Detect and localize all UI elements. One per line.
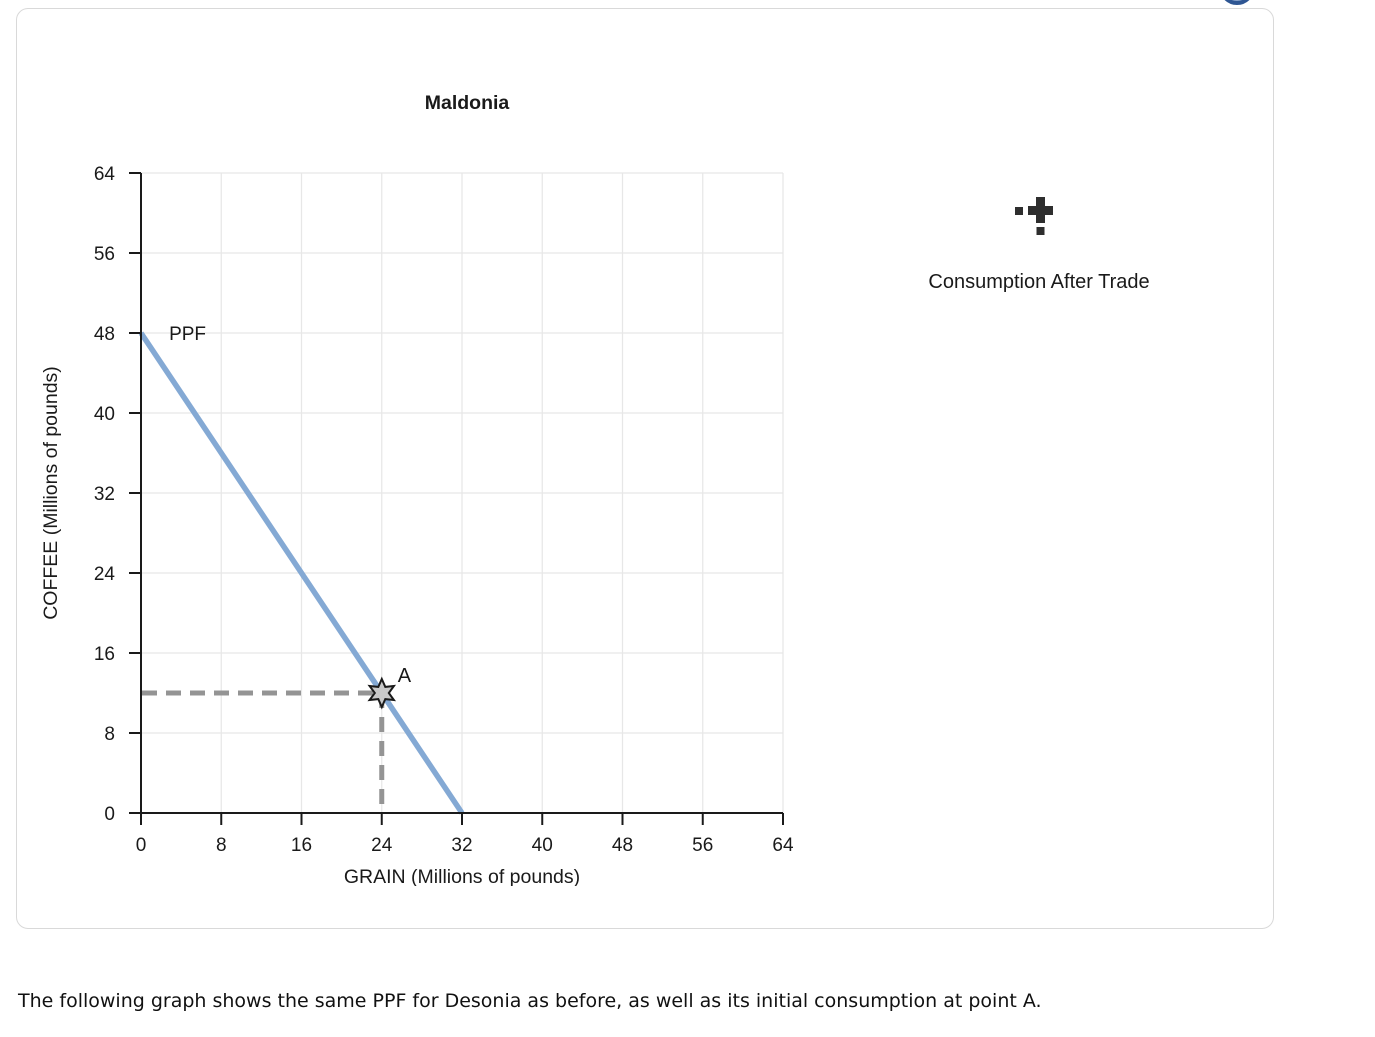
x-tick-label: 48: [612, 835, 633, 856]
y-tick-label: 48: [94, 324, 115, 345]
y-tick-label: 16: [94, 644, 115, 665]
y-tick-label: 64: [94, 164, 116, 185]
ppf-line: [138, 331, 465, 815]
x-tick-label: 0: [136, 835, 147, 856]
plus-icon-bottom-dash: [1036, 227, 1045, 235]
instruction-text: The following graph shows the same PPF f…: [18, 990, 1042, 1012]
x-axis-title: GRAIN (Millions of pounds): [344, 866, 580, 886]
plus-icon: [1028, 206, 1053, 215]
y-tick-label: 32: [94, 484, 115, 505]
plus-icon-left-dash: [1015, 207, 1023, 215]
x-tick-label: 56: [692, 835, 713, 856]
y-tick-label: 0: [104, 804, 115, 825]
x-tick-label: 40: [532, 835, 553, 856]
point-a-label: A: [398, 665, 412, 687]
x-tick-label: 8: [216, 835, 227, 856]
consumption-after-trade-tool[interactable]: [1011, 193, 1059, 241]
help-icon[interactable]: [1219, 0, 1255, 5]
x-tick-label: 32: [451, 835, 472, 856]
y-axis-title: COFFEE (Millions of pounds): [41, 366, 62, 620]
tool-label: Consumption After Trade: [928, 271, 1150, 293]
point-a-marker: [367, 676, 397, 710]
y-tick-label: 56: [94, 244, 115, 265]
x-tick-label: 16: [291, 835, 312, 856]
maldonia-ppf-chart: PPF 0 8 16 24 32 40 48 56 64 0 8 16 24 32 40 48 56 64 Maldo…: [41, 92, 794, 886]
chart-title: Maldonia: [425, 92, 510, 114]
question-panel: PPF 0 8 16 24 32 40 48 56 64 0 8 16 24 32 40 48 56 64 Maldo…: [16, 0, 1274, 929]
y-tick-label: 8: [104, 724, 115, 745]
y-tick-label: 40: [94, 404, 115, 425]
x-tick-label: 64: [772, 835, 794, 856]
ppf-label: PPF: [169, 324, 206, 345]
y-tick-label: 24: [94, 564, 116, 585]
x-tick-label: 24: [371, 835, 393, 856]
